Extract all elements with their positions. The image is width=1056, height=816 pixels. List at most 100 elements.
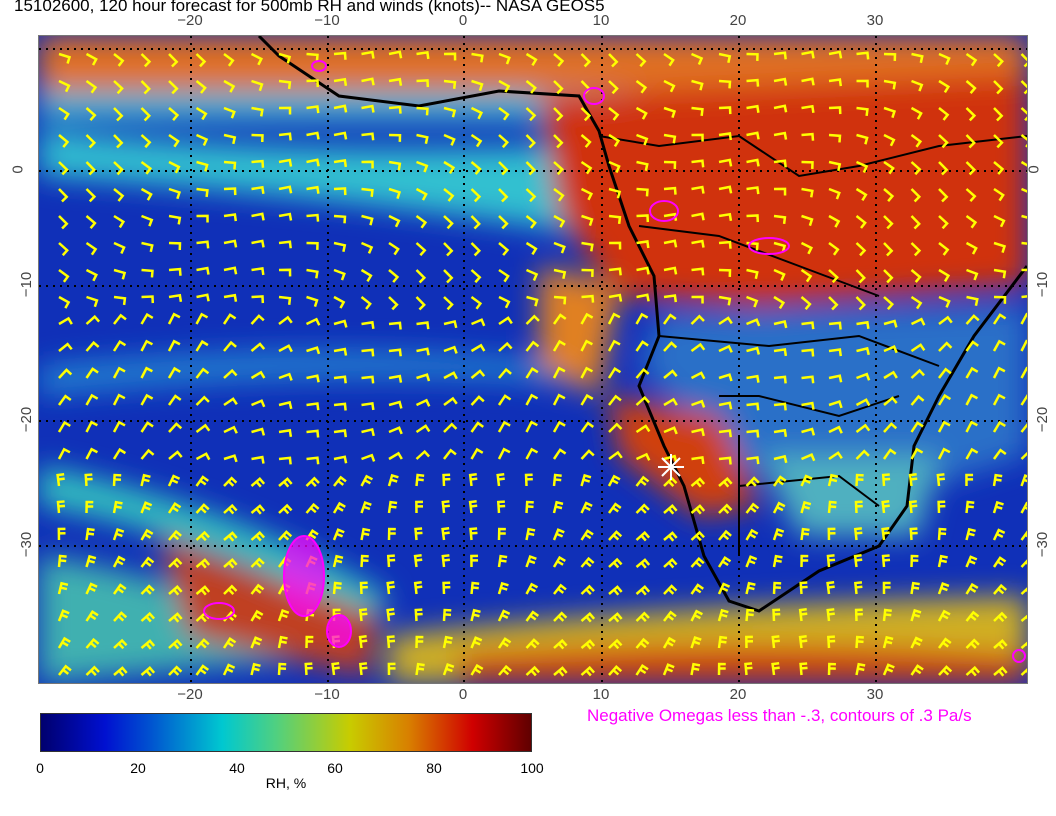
wind-barb bbox=[799, 581, 808, 595]
wind-barb bbox=[744, 662, 753, 676]
wind-barb bbox=[910, 269, 922, 283]
wind-barb bbox=[140, 339, 154, 352]
wind-barb bbox=[58, 342, 73, 352]
wind-barb bbox=[553, 241, 566, 254]
wind-barb bbox=[250, 504, 266, 515]
longitude-tick: −20 bbox=[177, 12, 203, 29]
wind-barb bbox=[855, 187, 868, 202]
wind-barb bbox=[773, 187, 787, 196]
wind-barb bbox=[580, 529, 594, 541]
wind-barb bbox=[855, 269, 866, 284]
wind-barb bbox=[332, 554, 344, 568]
colorbar-tick: 40 bbox=[229, 760, 245, 776]
wind-barb bbox=[910, 317, 926, 326]
wind-barb bbox=[415, 500, 424, 514]
wind-barb bbox=[470, 554, 479, 568]
wind-barb bbox=[360, 296, 372, 310]
wind-barb bbox=[168, 612, 183, 623]
wind-barb bbox=[691, 399, 706, 408]
wind-barb bbox=[965, 161, 977, 176]
wind-barb bbox=[746, 318, 761, 327]
wind-barb bbox=[856, 372, 871, 381]
wind-barb bbox=[168, 665, 183, 676]
wind-barb bbox=[937, 637, 952, 649]
wind-barb bbox=[250, 583, 265, 595]
wind-barb bbox=[470, 581, 480, 595]
wind-barb bbox=[388, 269, 400, 283]
wind-barb bbox=[388, 105, 402, 114]
rh-colorbar bbox=[40, 713, 532, 752]
wind-barb bbox=[910, 636, 923, 649]
wind-barb bbox=[691, 239, 705, 248]
wind-barb bbox=[800, 296, 812, 310]
wind-barb bbox=[471, 79, 484, 92]
longitude-tick: 10 bbox=[592, 12, 610, 29]
wind-barb bbox=[636, 266, 650, 275]
wind-barb bbox=[938, 161, 949, 176]
wind-barb bbox=[251, 399, 266, 408]
wind-barb bbox=[361, 214, 374, 226]
wind-barb bbox=[910, 295, 923, 310]
wind-barb bbox=[910, 161, 922, 176]
wind-barb bbox=[690, 342, 706, 353]
latitude-tick: 0 bbox=[9, 165, 27, 174]
wind-barb bbox=[552, 555, 566, 568]
wind-barb bbox=[470, 215, 481, 230]
wind-barb bbox=[827, 527, 836, 541]
wind-barb bbox=[718, 344, 733, 353]
wind-barb bbox=[278, 372, 293, 381]
wind-barb bbox=[85, 367, 99, 379]
wind-barb bbox=[498, 79, 511, 93]
wind-barb bbox=[717, 608, 729, 622]
wind-barb bbox=[718, 477, 733, 488]
wind-barb bbox=[938, 315, 953, 325]
wind-barb bbox=[992, 420, 1006, 433]
wind-barb bbox=[140, 584, 155, 595]
wind-barb bbox=[856, 320, 870, 330]
wind-barb bbox=[691, 427, 705, 437]
wind-barb bbox=[195, 664, 209, 676]
wind-barb bbox=[773, 159, 787, 168]
wind-barb bbox=[552, 313, 567, 325]
wind-barb bbox=[691, 267, 705, 276]
wind-barb bbox=[443, 422, 458, 433]
wind-barb bbox=[635, 558, 651, 569]
wind-barb bbox=[745, 581, 756, 595]
wind-barb bbox=[856, 133, 869, 145]
wind-barb bbox=[278, 158, 293, 167]
wind-barb bbox=[828, 425, 843, 434]
wind-barb bbox=[580, 187, 594, 201]
wind-barb bbox=[168, 529, 182, 541]
wind-barb bbox=[635, 503, 650, 514]
wind-barb bbox=[937, 527, 947, 541]
wind-barb bbox=[663, 52, 675, 67]
wind-barb bbox=[771, 662, 780, 676]
wind-barb bbox=[800, 241, 814, 255]
wind-barb bbox=[58, 52, 72, 64]
wind-barb bbox=[663, 531, 678, 542]
wind-barb bbox=[498, 134, 509, 149]
wind-barb bbox=[223, 558, 238, 569]
wind-barb bbox=[251, 239, 265, 248]
wind-barb bbox=[525, 314, 540, 325]
wind-barb bbox=[690, 477, 706, 488]
wind-barb bbox=[359, 581, 368, 595]
wind-barb bbox=[965, 527, 976, 541]
wind-barb bbox=[306, 79, 320, 88]
wind-barb bbox=[333, 402, 347, 411]
wind-barb bbox=[718, 240, 732, 249]
wind-barb bbox=[223, 79, 236, 93]
wind-barb bbox=[443, 106, 457, 118]
wind-barb bbox=[581, 294, 595, 303]
wind-barb bbox=[443, 242, 454, 257]
wind-barb bbox=[278, 428, 293, 438]
wind-barb bbox=[388, 400, 403, 409]
wind-barb bbox=[690, 314, 705, 325]
wind-barb bbox=[525, 420, 538, 433]
wind-barb bbox=[223, 293, 238, 302]
wind-barb bbox=[855, 160, 869, 173]
wind-barb bbox=[937, 609, 951, 622]
wind-barb bbox=[883, 79, 897, 90]
wind-barb bbox=[966, 295, 979, 306]
wind-barb bbox=[140, 107, 152, 122]
